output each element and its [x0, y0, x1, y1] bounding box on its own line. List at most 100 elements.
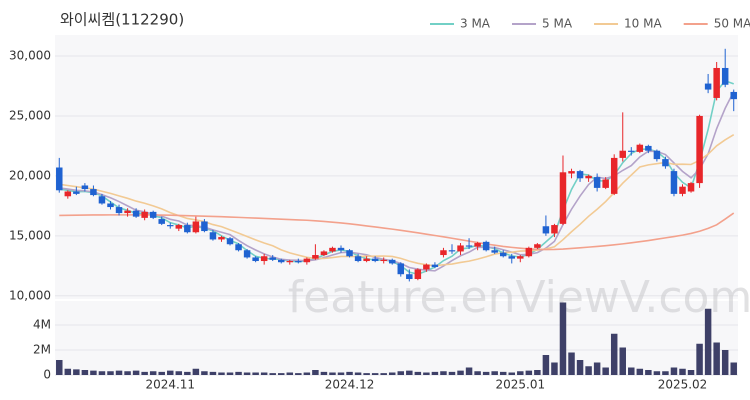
candle-body	[346, 250, 353, 257]
volume-bar	[312, 370, 319, 375]
volume-bar	[491, 371, 498, 375]
candle-body	[397, 263, 405, 275]
volume-bar	[90, 370, 97, 375]
legend-label: 50 MA	[714, 17, 750, 31]
volume-bar	[98, 371, 106, 375]
candle-body	[132, 210, 140, 217]
ma-line	[59, 133, 735, 267]
x-tick-label: 2024.12	[325, 378, 375, 392]
candle-body	[388, 259, 396, 264]
candle-body	[474, 243, 481, 247]
volume-bar	[465, 367, 473, 375]
volume-bar	[124, 371, 131, 375]
volume-bar	[260, 372, 268, 375]
candle-body	[593, 177, 601, 188]
candle-body	[499, 252, 507, 257]
candle-body	[508, 256, 516, 259]
volume-bar	[670, 367, 678, 375]
candle-body	[414, 269, 422, 280]
volume-bar	[610, 333, 618, 375]
candle-body	[192, 221, 200, 233]
candle-body	[252, 257, 259, 262]
candle-body	[201, 221, 208, 232]
volume-bar	[243, 372, 251, 375]
volume-bar	[474, 371, 481, 375]
candle-body	[525, 247, 533, 257]
candle-body	[243, 250, 251, 258]
candle-body	[303, 258, 311, 263]
volume-bar	[56, 360, 63, 375]
volume-bar	[568, 352, 575, 375]
volume-bar	[696, 343, 703, 375]
volume-bar	[457, 370, 464, 375]
volume-bar	[431, 371, 439, 375]
candle-body	[585, 175, 592, 179]
candle-body	[619, 150, 626, 158]
volume-bar	[363, 373, 370, 375]
candle-body	[218, 237, 225, 240]
volume-bar	[542, 355, 550, 375]
candle-body	[628, 150, 635, 152]
volume-bar	[218, 372, 225, 375]
x-tick-label: 2025.02	[658, 378, 708, 392]
volume-bar	[337, 372, 345, 375]
volume-bar	[423, 372, 430, 375]
volume-bar	[602, 367, 609, 375]
volume-tick-label: 2M	[33, 343, 51, 357]
volume-bar	[730, 362, 737, 375]
candle-body	[277, 259, 285, 263]
candle-body	[81, 185, 89, 190]
volume-bar	[380, 373, 387, 375]
candle-body	[517, 256, 524, 259]
volume-bar	[440, 371, 447, 375]
volume-bar	[414, 371, 422, 375]
candle-body	[542, 226, 550, 234]
candle-body	[107, 203, 114, 208]
x-tick-label: 2025.01	[495, 378, 545, 392]
volume-bar	[209, 371, 217, 375]
volume-bar	[201, 371, 208, 375]
candle-body	[568, 171, 575, 174]
volume-bar	[551, 362, 558, 375]
candle-body	[431, 264, 439, 268]
candle-body	[286, 261, 294, 263]
volume-bar	[64, 368, 72, 375]
volume-bar	[525, 370, 533, 375]
volume-bar	[277, 373, 285, 375]
candle-body	[337, 247, 345, 251]
y-tick-label: 30,000	[9, 48, 51, 62]
volume-bar	[517, 371, 524, 375]
candle-body	[295, 261, 302, 263]
ma-line	[59, 79, 735, 276]
volume-bar	[559, 302, 567, 375]
candle-body	[713, 67, 720, 98]
candle-body	[559, 172, 567, 224]
candle-body	[226, 238, 234, 245]
volume-bar	[713, 342, 720, 375]
volume-bar	[167, 370, 174, 375]
candle-body	[406, 274, 413, 280]
volume-bar	[192, 368, 200, 375]
candle-body	[465, 245, 473, 247]
volume-bar	[141, 371, 148, 375]
volume-bar	[320, 371, 328, 375]
candle-body	[491, 250, 498, 253]
y-tick-label: 10,000	[9, 288, 51, 302]
candle-body	[645, 145, 652, 151]
candle-body	[636, 144, 644, 152]
volume-bar	[371, 373, 379, 375]
candle-body	[371, 258, 379, 262]
candle-body	[235, 244, 242, 251]
candle-body	[662, 159, 669, 167]
candle-body	[687, 183, 695, 192]
candle-body	[115, 207, 123, 214]
legend-label: 3 MA	[460, 17, 491, 31]
candle-body	[696, 115, 703, 184]
volume-bar	[346, 371, 353, 375]
volume-bar	[653, 371, 661, 375]
volume-bar	[593, 362, 601, 375]
volume-bar	[721, 350, 729, 375]
plot-background	[55, 35, 738, 375]
candle-body	[64, 191, 72, 197]
volume-bar	[679, 368, 686, 375]
